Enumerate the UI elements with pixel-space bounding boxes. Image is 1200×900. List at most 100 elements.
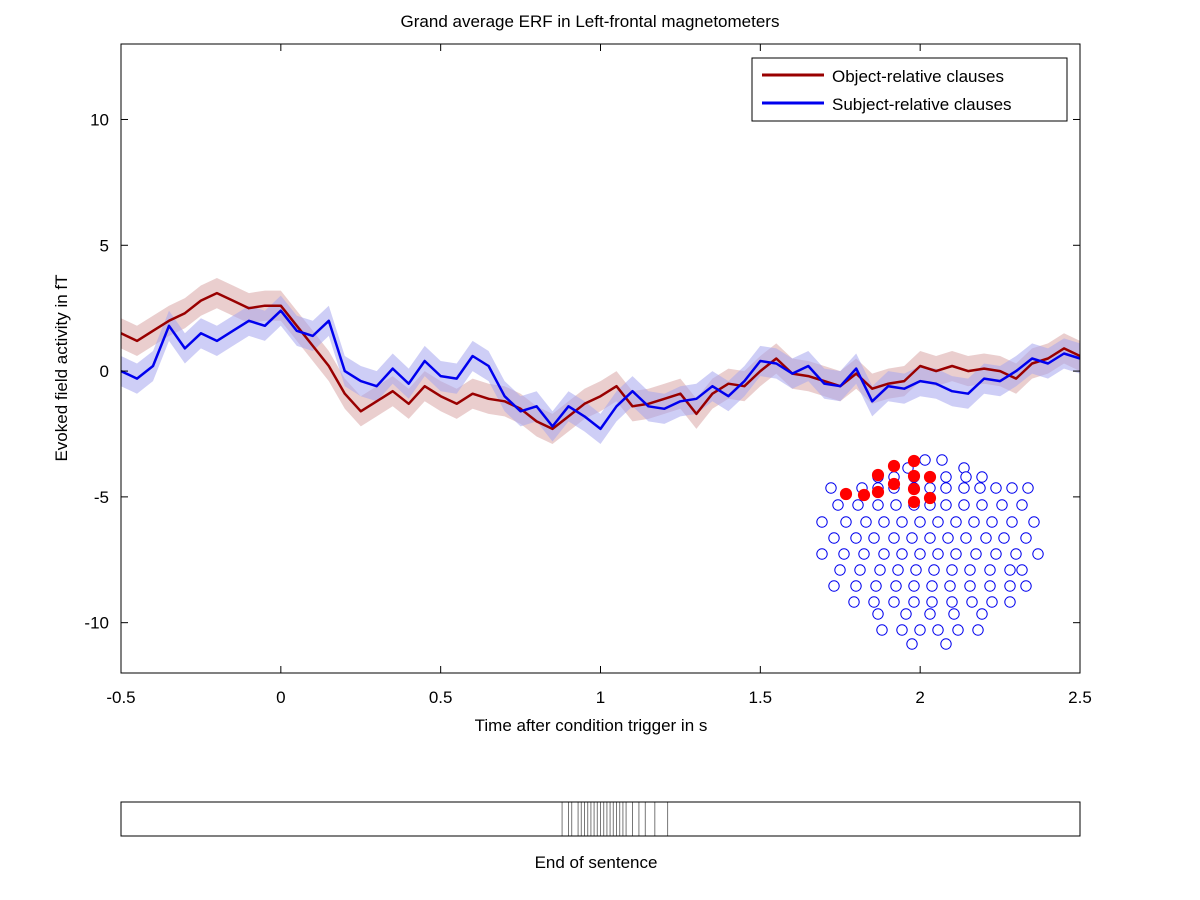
sensor-marker [1022, 482, 1034, 494]
sensor-marker [890, 580, 902, 592]
sensor-marker [950, 516, 962, 528]
sensor-marker [850, 532, 862, 544]
sensor-marker [892, 564, 904, 576]
error-band-1 [121, 295, 1080, 444]
sensor-marker [896, 516, 908, 528]
y-tick-label: 5 [100, 236, 109, 255]
sensor-marker [940, 638, 952, 650]
x-tick-label: 2.5 [1068, 688, 1092, 707]
sensor-marker [990, 482, 1002, 494]
sensor-marker [976, 471, 988, 483]
legend-label-object: Object-relative clauses [832, 67, 1004, 86]
sensor-marker [990, 548, 1002, 560]
legend-label-subject: Subject-relative clauses [832, 95, 1012, 114]
legend-box [751, 57, 1068, 122]
sensor-marker-selected [907, 482, 921, 496]
sensor-marker [1006, 482, 1018, 494]
sensor-marker [816, 516, 828, 528]
y-tick-label: -10 [84, 614, 109, 633]
sensor-marker [906, 638, 918, 650]
sensor-marker [924, 482, 936, 494]
sensor-marker [872, 608, 884, 620]
sensor-marker [970, 548, 982, 560]
sensor-marker [1004, 596, 1016, 608]
sensor-marker [888, 532, 900, 544]
sensor-marker [968, 516, 980, 528]
sensor-marker [900, 608, 912, 620]
sensor-marker [958, 482, 970, 494]
x-tick-label: 0 [276, 688, 285, 707]
series-lines [120, 291, 1081, 431]
sensor-marker [874, 564, 886, 576]
series-line-1 [120, 309, 1081, 431]
sensor-marker [838, 548, 850, 560]
series-line-0 [120, 291, 1081, 431]
x-axis-label: Time after condition trigger in s [475, 716, 708, 735]
sensor-marker [870, 580, 882, 592]
error-bands [121, 278, 1080, 444]
sensor-marker [984, 564, 996, 576]
sensor-marker-selected [923, 470, 937, 484]
sensor-marker [960, 532, 972, 544]
sensor-marker [926, 596, 938, 608]
sensor-marker [896, 548, 908, 560]
sensor-marker [906, 532, 918, 544]
sensor-marker-selected [839, 487, 853, 501]
sensor-marker [919, 454, 931, 466]
sensor-marker [946, 596, 958, 608]
sensor-marker [976, 608, 988, 620]
sensor-marker [848, 596, 860, 608]
sensor-marker [825, 482, 837, 494]
sensor-marker [1010, 548, 1022, 560]
sensor-marker [850, 580, 862, 592]
sensor-marker [832, 499, 844, 511]
sensor-marker [878, 548, 890, 560]
sensor-marker [1028, 516, 1040, 528]
sensor-marker [942, 532, 954, 544]
x-axis-ticks: -0.5 0 0.5 1 1.5 2 2.5 [106, 44, 1092, 707]
sensor-marker [996, 499, 1008, 511]
y-axis-label: Evoked field activity in fT [52, 274, 71, 461]
sensor-marker [854, 564, 866, 576]
sensor-marker [924, 608, 936, 620]
sensor-marker-selected [887, 477, 901, 491]
y-tick-label: 10 [90, 110, 109, 129]
sensor-marker [914, 624, 926, 636]
sensor-marker-selected [871, 485, 885, 499]
sensor-marker [908, 596, 920, 608]
chart-title: Grand average ERF in Left-frontal magnet… [401, 12, 780, 31]
sensor-marker [896, 624, 908, 636]
sensor-marker [1004, 580, 1016, 592]
sensor-marker [1006, 516, 1018, 528]
sensor-marker [878, 516, 890, 528]
sensor-marker [952, 624, 964, 636]
sensor-marker [948, 608, 960, 620]
sensor-marker [976, 499, 988, 511]
sensor-marker [1032, 548, 1044, 560]
sensor-marker [816, 548, 828, 560]
sensor-marker [852, 499, 864, 511]
sensor-marker [1020, 532, 1032, 544]
sensor-marker [1016, 499, 1028, 511]
sensor-marker-selected [907, 469, 921, 483]
sensor-marker [1020, 580, 1032, 592]
sensor-marker [828, 580, 840, 592]
legend: Object-relative clauses Subject-relative… [751, 57, 1068, 122]
sensor-marker [986, 516, 998, 528]
sensor-marker [914, 516, 926, 528]
sensor-marker [868, 532, 880, 544]
sensor-marker [974, 482, 986, 494]
sensor-marker [888, 596, 900, 608]
x-tick-label: -0.5 [106, 688, 135, 707]
y-axis-ticks: -10 -5 0 5 10 [84, 110, 1080, 633]
sensor-marker [908, 580, 920, 592]
sensor-layout-inset [816, 454, 1044, 650]
sensor-marker [950, 548, 962, 560]
sensor-marker [828, 532, 840, 544]
sensor-marker [964, 564, 976, 576]
sensor-marker-selected [871, 468, 885, 482]
sensor-marker [840, 516, 852, 528]
sensor-marker [932, 624, 944, 636]
y-tick-label: 0 [100, 362, 109, 381]
